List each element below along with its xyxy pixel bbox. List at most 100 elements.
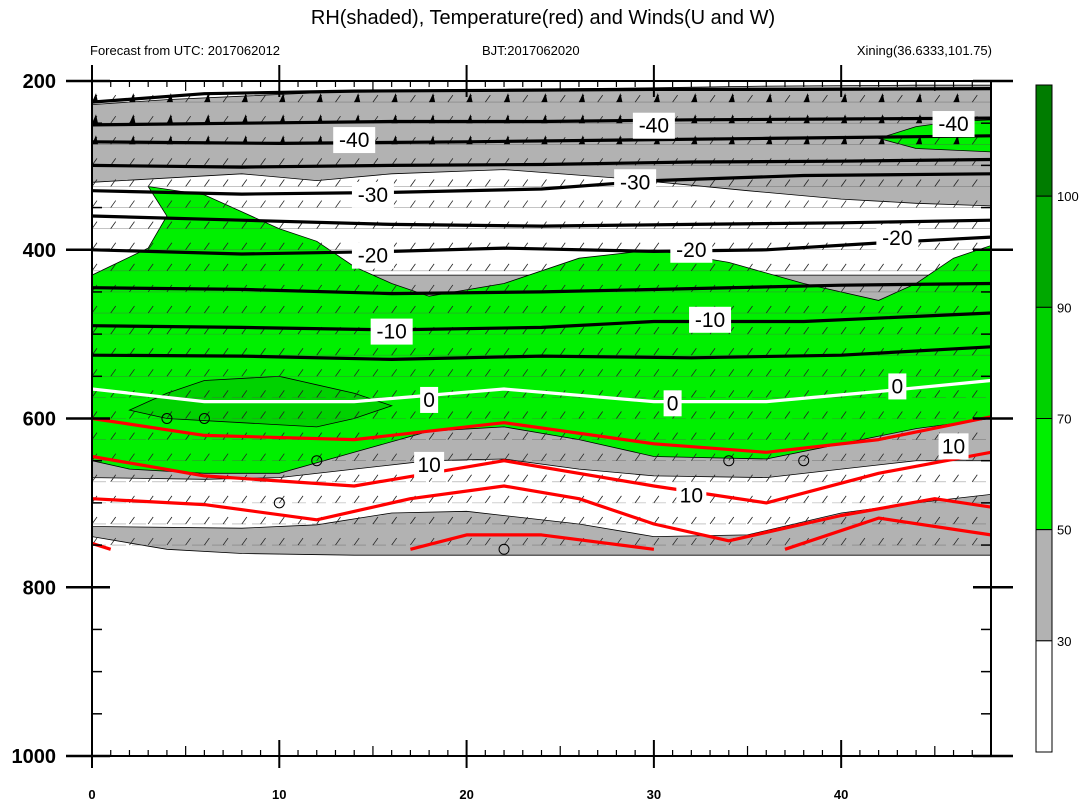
- wind-barb: [971, 284, 978, 293]
- wind-barb: [522, 94, 529, 103]
- wind-barb: [204, 179, 210, 187]
- wind-barb: [278, 390, 285, 398]
- wind-barb: [484, 179, 491, 187]
- wind-barb: [391, 516, 397, 525]
- wind-barb: [484, 200, 491, 208]
- wind-barb: [859, 263, 866, 272]
- wind-barb: [653, 432, 660, 440]
- wind-barb: [428, 242, 435, 250]
- wind-barb: [634, 474, 641, 483]
- wind-barb-flag: [616, 93, 623, 103]
- chart-title: RH(shaded), Temperature(red) and Winds(U…: [311, 7, 775, 29]
- wind-barb: [747, 369, 753, 377]
- wind-barb: [278, 263, 285, 272]
- wind-barb: [410, 242, 416, 250]
- wind-barb: [147, 432, 154, 440]
- colorbar-segment: [1035, 306, 1053, 420]
- wind-barb: [372, 537, 379, 546]
- wind-barb: [222, 305, 229, 314]
- wind-barb: [297, 453, 304, 461]
- x-tick-label: 20: [459, 787, 473, 802]
- wind-barb: [278, 158, 285, 166]
- wind-barb: [353, 284, 360, 293]
- contour-label: -10: [695, 309, 725, 332]
- temperature-contour--40: [92, 134, 991, 145]
- wind-barb: [185, 179, 191, 187]
- wind-barb: [447, 200, 454, 208]
- wind-barb: [260, 347, 266, 356]
- wind-barb: [447, 369, 454, 377]
- wind-barb: [129, 221, 135, 229]
- wind-barb: [597, 305, 604, 314]
- wind-barb: [353, 495, 360, 504]
- wind-barb: [428, 200, 435, 208]
- wind-barb: [616, 242, 622, 250]
- y-tick-label: 1000: [12, 746, 57, 768]
- wind-barb: [204, 263, 210, 272]
- wind-barb: [765, 263, 772, 272]
- wind-barb: [915, 305, 922, 314]
- wind-barb: [391, 284, 397, 293]
- wind-barb: [353, 453, 360, 461]
- wind-barb: [559, 411, 566, 419]
- wind-barb: [522, 411, 529, 419]
- wind-barb: [971, 326, 978, 335]
- wind-barb: [222, 516, 229, 525]
- wind-barb: [129, 263, 135, 272]
- wind-barb: [803, 453, 810, 461]
- wind-barb: [672, 200, 678, 208]
- wind-barb: [653, 411, 660, 419]
- wind-barb: [934, 221, 941, 229]
- wind-barb: [335, 263, 341, 272]
- colorbar-segment: [1035, 529, 1053, 642]
- wind-barb: [578, 200, 585, 208]
- wind-barb: [297, 347, 304, 356]
- wind-barb: [353, 390, 360, 398]
- temperature-contour--40: [92, 116, 991, 127]
- wind-barb: [878, 326, 884, 335]
- wind-barb: [597, 369, 604, 377]
- wind-barb: [840, 516, 847, 525]
- wind-barb: [297, 369, 304, 377]
- wind-barb: [803, 305, 810, 314]
- wind-barb: [147, 516, 154, 525]
- contour-label-bg: [420, 386, 439, 413]
- wind-barb: [222, 369, 229, 377]
- colorbar-tick-label: 100: [1057, 189, 1079, 204]
- wind-barb: [503, 390, 510, 398]
- wind-barb: [147, 537, 154, 546]
- wind-barb: [185, 411, 191, 419]
- wind-barb: [110, 115, 117, 124]
- contour-label: 0: [423, 389, 435, 412]
- wind-barb: [503, 411, 510, 419]
- wind-barb: [971, 516, 978, 525]
- wind-barb: [709, 390, 716, 398]
- wind-barb: [466, 263, 472, 272]
- wind-barb: [765, 347, 772, 356]
- temperature-contour-10: [92, 541, 112, 551]
- wind-barb: [878, 453, 884, 461]
- wind-barb: [372, 411, 379, 419]
- wind-barb: [578, 411, 585, 419]
- contour-label: -40: [639, 115, 669, 138]
- wind-barb: [953, 200, 959, 208]
- wind-barb: [372, 347, 379, 356]
- wind-barb: [728, 263, 735, 272]
- wind-barb: [840, 453, 847, 461]
- wind-barb: [953, 326, 959, 335]
- wind-barb: [503, 432, 510, 440]
- wind-barb: [953, 390, 959, 398]
- wind-barb: [653, 326, 660, 335]
- wind-barb: [897, 495, 903, 504]
- wind-barb: [784, 516, 791, 525]
- wind-barb: [840, 263, 847, 272]
- wind-barb: [803, 495, 810, 504]
- wind-barb: [765, 390, 772, 398]
- wind-barb: [597, 94, 604, 103]
- wind-barb: [503, 179, 510, 187]
- wind-barb: [859, 305, 866, 314]
- wind-barb: [428, 305, 435, 314]
- wind-barb: [897, 474, 903, 483]
- wind-barb: [428, 347, 435, 356]
